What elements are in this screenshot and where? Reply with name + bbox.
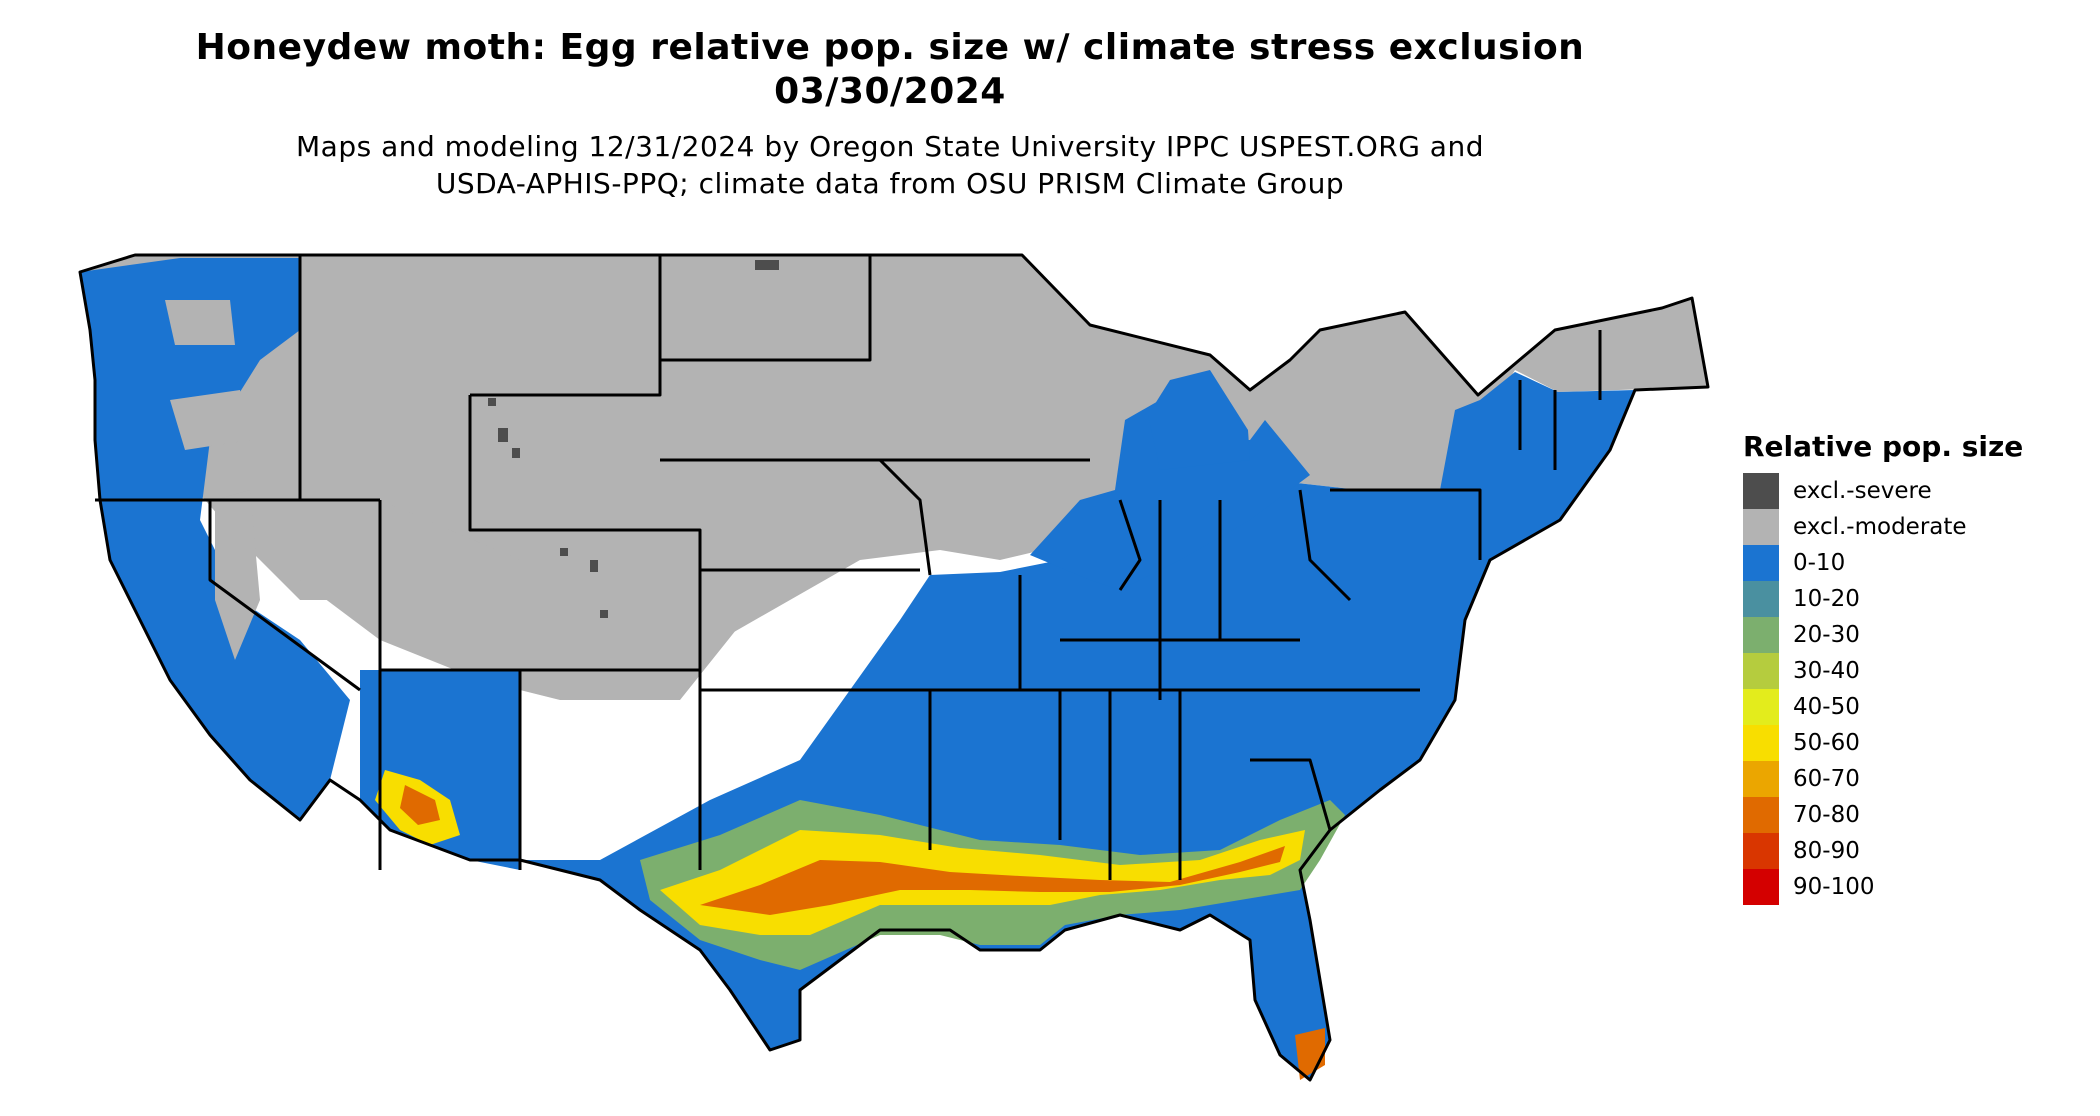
legend-item: 0-10 xyxy=(1743,545,2023,581)
legend-item: 60-70 xyxy=(1743,761,2023,797)
map-credits-line-1: Maps and modeling 12/31/2024 by Oregon S… xyxy=(296,130,1484,163)
legend-swatch xyxy=(1743,473,1779,509)
legend-label: 80-90 xyxy=(1793,838,1860,864)
legend-swatch xyxy=(1743,725,1779,761)
map-title: Honeydew moth: Egg relative pop. size w/… xyxy=(195,27,1585,68)
legend-item: 30-40 xyxy=(1743,653,2023,689)
legend-item: 50-60 xyxy=(1743,725,2023,761)
legend-label: 10-20 xyxy=(1793,586,1860,612)
legend-swatch xyxy=(1743,509,1779,545)
legend-item: excl.-moderate xyxy=(1743,509,2023,545)
legend-swatch xyxy=(1743,869,1779,905)
legend-swatch xyxy=(1743,761,1779,797)
legend-item: 20-30 xyxy=(1743,617,2023,653)
excluded-patch-oregon xyxy=(170,390,250,450)
legend-swatch xyxy=(1743,833,1779,869)
legend-label: 30-40 xyxy=(1793,658,1860,684)
low-population-pacific xyxy=(80,258,350,820)
legend-swatch xyxy=(1743,797,1779,833)
legend-swatch xyxy=(1743,545,1779,581)
legend-label: excl.-severe xyxy=(1793,478,1932,504)
band-70-80 xyxy=(700,846,1285,915)
legend-items: excl.-severe excl.-moderate 0-10 10-20 20-30… xyxy=(1743,473,2023,905)
excluded-region-southwest xyxy=(220,500,760,700)
low-population-michigan xyxy=(1148,370,1250,470)
legend-swatch xyxy=(1743,581,1779,617)
legend-label: 60-70 xyxy=(1793,766,1860,792)
legend-label: 90-100 xyxy=(1793,874,1875,900)
legend-item: 10-20 xyxy=(1743,581,2023,617)
legend-label: 70-80 xyxy=(1793,802,1860,828)
legend-item: 70-80 xyxy=(1743,797,2023,833)
excluded-patch-sierra xyxy=(215,490,260,660)
map-legend: Relative pop. size excl.-severe excl.-mod… xyxy=(1743,430,2023,905)
legend-item: 40-50 xyxy=(1743,689,2023,725)
legend-swatch xyxy=(1743,653,1779,689)
legend-title: Relative pop. size xyxy=(1743,430,2024,463)
state-boundaries xyxy=(78,253,1710,1082)
legend-label: 50-60 xyxy=(1793,730,1860,756)
excluded-patch-cascades xyxy=(165,300,235,345)
legend-item: 90-100 xyxy=(1743,869,2023,905)
legend-item: 80-90 xyxy=(1743,833,2023,869)
legend-swatch xyxy=(1743,689,1779,725)
legend-label: 40-50 xyxy=(1793,694,1860,720)
legend-label: 20-30 xyxy=(1793,622,1860,648)
map-credits-line-2: USDA-APHIS-PPQ; climate data from OSU PR… xyxy=(435,167,1345,200)
legend-item: excl.-severe xyxy=(1743,473,2023,509)
legend-label: excl.-moderate xyxy=(1793,514,1967,540)
map-date: 03/30/2024 xyxy=(774,71,1006,112)
severe-exclusion-specks xyxy=(488,260,779,618)
arizona-band-orange xyxy=(400,785,440,825)
legend-swatch xyxy=(1743,617,1779,653)
legend-label: 0-10 xyxy=(1793,550,1846,576)
